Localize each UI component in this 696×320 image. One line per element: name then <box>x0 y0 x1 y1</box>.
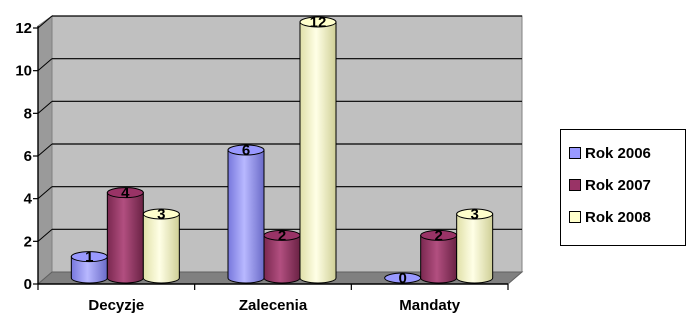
gridline-side <box>37 100 53 114</box>
x-tick-label: Mandaty <box>399 297 461 314</box>
x-tick-label: Zalecenia <box>239 297 308 314</box>
bar <box>227 144 265 284</box>
y-tick-label: 8 <box>24 105 32 122</box>
data-labels: 1 6 0 4 2 2 3 12 3 <box>85 14 479 287</box>
data-label: 2 <box>434 227 442 244</box>
gridline-side <box>37 228 53 242</box>
y-tick-label: 2 <box>24 233 32 250</box>
bars <box>70 16 494 284</box>
bar <box>263 229 301 284</box>
gridline-side <box>37 58 53 72</box>
legend-swatch <box>569 179 581 191</box>
y-tick-label: 12 <box>15 20 32 37</box>
legend-label: Rok 2008 <box>585 208 651 226</box>
y-tick-label: 10 <box>15 63 32 80</box>
legend-swatch <box>569 147 581 159</box>
y-tick-label: 6 <box>24 148 32 165</box>
x-tick-label: Decyzje <box>88 297 144 314</box>
legend-item: Rok 2006 <box>569 137 685 169</box>
gridline-side <box>37 15 53 29</box>
y-tick-label: 4 <box>24 191 33 208</box>
data-label: 2 <box>278 227 286 244</box>
data-label: 4 <box>121 185 130 202</box>
data-label: 3 <box>157 206 165 223</box>
bar <box>142 208 180 284</box>
data-label: 3 <box>470 206 478 223</box>
bar <box>299 16 337 284</box>
gridline-side <box>37 186 53 200</box>
data-label: 1 <box>85 249 93 266</box>
legend: Rok 2006 Rok 2007 Rok 2008 <box>560 129 686 246</box>
legend-item: Rok 2008 <box>569 201 685 233</box>
gridline-side <box>37 143 53 157</box>
bar <box>456 208 494 284</box>
data-label: 12 <box>310 14 327 31</box>
bar <box>106 187 144 284</box>
data-label: 6 <box>242 142 250 159</box>
legend-label: Rok 2007 <box>585 176 651 194</box>
data-label: 0 <box>398 270 406 287</box>
legend-item: Rok 2007 <box>569 169 685 201</box>
legend-swatch <box>569 211 581 223</box>
bar <box>70 251 108 284</box>
legend-label: Rok 2006 <box>585 144 651 162</box>
gridlines <box>37 15 522 242</box>
y-tick-label: 0 <box>24 276 32 293</box>
